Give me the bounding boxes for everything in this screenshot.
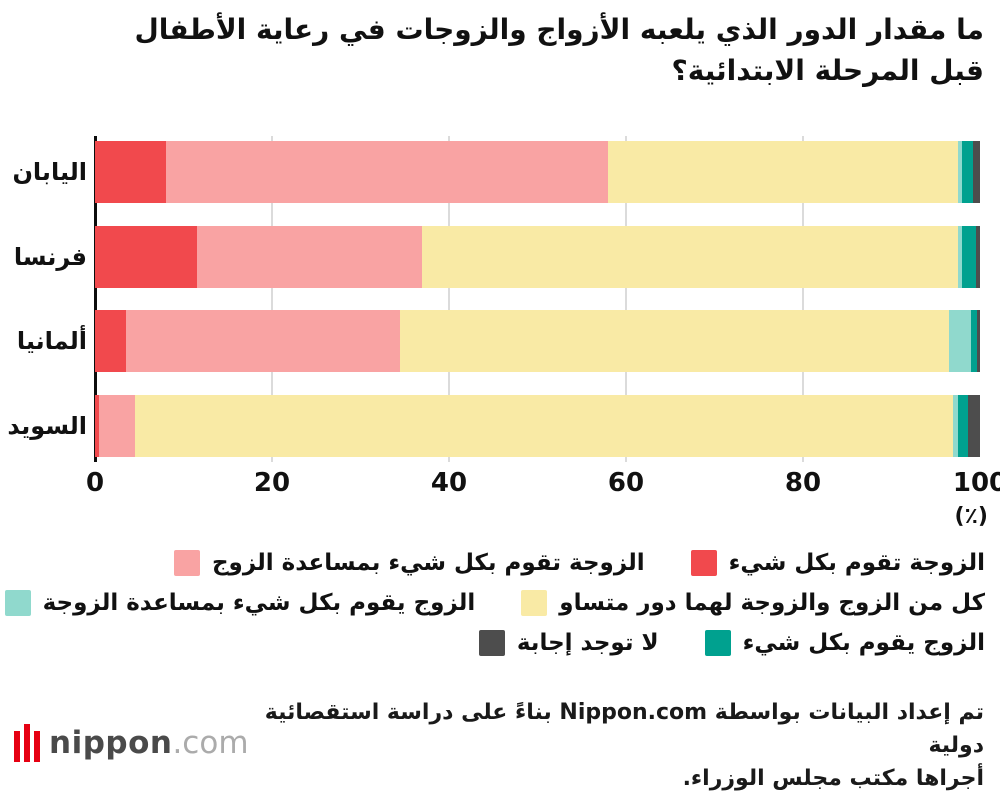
- bar-row: السويد: [0, 394, 980, 457]
- x-tick-label: 0: [85, 468, 105, 498]
- legend-label: الزوج يقوم بكل شيء بمساعدة الزوجة: [42, 590, 476, 616]
- nippon-logo-icon: [14, 724, 40, 762]
- legend-swatch: [4, 590, 31, 616]
- gridline: [625, 136, 627, 462]
- legend-label: الزوج يقوم بكل شيء: [742, 630, 985, 656]
- source-note: تم إعداد البيانات بواسطة Nippon.com بناء…: [250, 696, 984, 795]
- bar-segment: [95, 225, 197, 288]
- logo-text: nippon: [49, 725, 173, 761]
- legend-item: الزوجة تقوم بكل شيء: [690, 550, 985, 576]
- source-note-line2: أجراها مكتب مجلس الوزراء.: [682, 766, 984, 791]
- bars-layer: اليابان فرنسا ألمانيا السويد: [0, 134, 980, 464]
- x-axis-unit: (٪): [954, 504, 988, 529]
- bar-segment: [975, 225, 980, 288]
- chart-area: اليابان فرنسا ألمانيا السويد: [0, 134, 1000, 464]
- bar-segment: [962, 225, 976, 288]
- source-note-line1: تم إعداد البيانات بواسطة Nippon.com بناء…: [264, 700, 984, 758]
- grid-layer: [94, 136, 980, 462]
- legend-swatch: [173, 550, 200, 576]
- legend-label: كل من الزوج والزوجة لهما دور متساو: [559, 590, 985, 616]
- x-axis: 0 20 40 60 80 100: [86, 468, 1000, 504]
- stacked-bar: [95, 310, 980, 373]
- bar-segment: [165, 141, 609, 203]
- legend-label: الزوجة تقوم بكل شيء بمساعدة الزوج: [211, 550, 645, 576]
- bar-segment: [95, 394, 100, 457]
- legend-item: لا توجد إجابة: [478, 630, 659, 656]
- bar-row: ألمانيا: [0, 310, 980, 373]
- legend-item: الزوج يقوم بكل شيء بمساعدة الزوجة: [4, 590, 476, 616]
- category-label: فرنسا: [13, 242, 87, 271]
- legend-item: الزوجة تقوم بكل شيء بمساعدة الزوج: [173, 550, 645, 576]
- chart-title-line2: قبل المرحلة الابتدائية؟: [671, 53, 984, 87]
- gridline: [448, 136, 450, 462]
- chart-title-line1: ما مقدار الدور الذي يلعبه الأزواج والزوج…: [134, 13, 985, 46]
- bar-segment: [134, 394, 954, 457]
- bar-segment: [971, 310, 978, 373]
- category-label: اليابان: [12, 158, 87, 186]
- bar-segment: [99, 394, 135, 457]
- stacked-bar: [95, 394, 980, 457]
- logo-tld: .com: [172, 725, 249, 761]
- bar-segment: [95, 141, 166, 203]
- legend-item: الزوج يقوم بكل شيء: [704, 630, 985, 656]
- legend-swatch: [521, 590, 548, 616]
- bar-segment: [957, 394, 969, 457]
- bar-segment: [957, 225, 963, 288]
- bar-segment: [400, 310, 949, 373]
- bar-segment: [608, 141, 958, 203]
- bar-segment: [949, 310, 972, 373]
- y-axis-line: [94, 136, 97, 462]
- stacked-bar: [95, 225, 980, 288]
- bar-segment: [125, 310, 401, 373]
- legend: الزوجة تقوم بكل شيء الزوجة تقوم بكل شيء ب…: [4, 550, 985, 656]
- category-label: السويد: [7, 411, 87, 440]
- legend-item: كل من الزوج والزوجة لهما دور متساو: [521, 590, 985, 616]
- bar-segment: [968, 394, 980, 457]
- bar-segment: [95, 310, 126, 373]
- infographic-page: ما مقدار الدور الذي يلعبه الأزواج والزوج…: [0, 10, 1000, 791]
- legend-row: الزوجة تقوم بكل شيء الزوجة تقوم بكل شيء ب…: [15, 550, 985, 576]
- stacked-bar: [95, 141, 980, 203]
- chart-title: ما مقدار الدور الذي يلعبه الأزواج والزوج…: [16, 10, 985, 91]
- bar-row: اليابان: [0, 141, 980, 203]
- x-tick-label: 20: [253, 468, 291, 498]
- bar-row: فرنسا: [0, 225, 980, 288]
- x-tick-label: 40: [430, 468, 468, 498]
- x-tick-label: 60: [607, 468, 645, 498]
- bar-segment: [196, 225, 423, 288]
- legend-swatch: [478, 630, 505, 656]
- nippon-logo: nippon.com: [14, 724, 249, 762]
- category-label: ألمانيا: [16, 327, 87, 356]
- bar-segment: [977, 310, 980, 373]
- gridline: [802, 136, 804, 462]
- gridline: [271, 136, 273, 462]
- x-tick-label: 100: [952, 468, 1000, 498]
- bar-segment: [422, 225, 958, 288]
- bar-segment: [957, 141, 963, 203]
- x-tick-label: 80: [784, 468, 822, 498]
- logo-wordmark: nippon.com: [49, 725, 249, 761]
- legend-label: لا توجد إجابة: [516, 630, 659, 656]
- bar-segment: [972, 141, 980, 203]
- legend-swatch: [704, 630, 731, 656]
- legend-row: الزوج يقوم بكل شيء لا توجد إجابة: [15, 630, 985, 656]
- legend-row: كل من الزوج والزوجة لهما دور متساو الزوج …: [4, 590, 985, 616]
- bar-segment: [962, 141, 973, 203]
- bar-segment: [953, 394, 958, 457]
- legend-label: الزوجة تقوم بكل شيء: [728, 550, 985, 576]
- legend-swatch: [690, 550, 717, 576]
